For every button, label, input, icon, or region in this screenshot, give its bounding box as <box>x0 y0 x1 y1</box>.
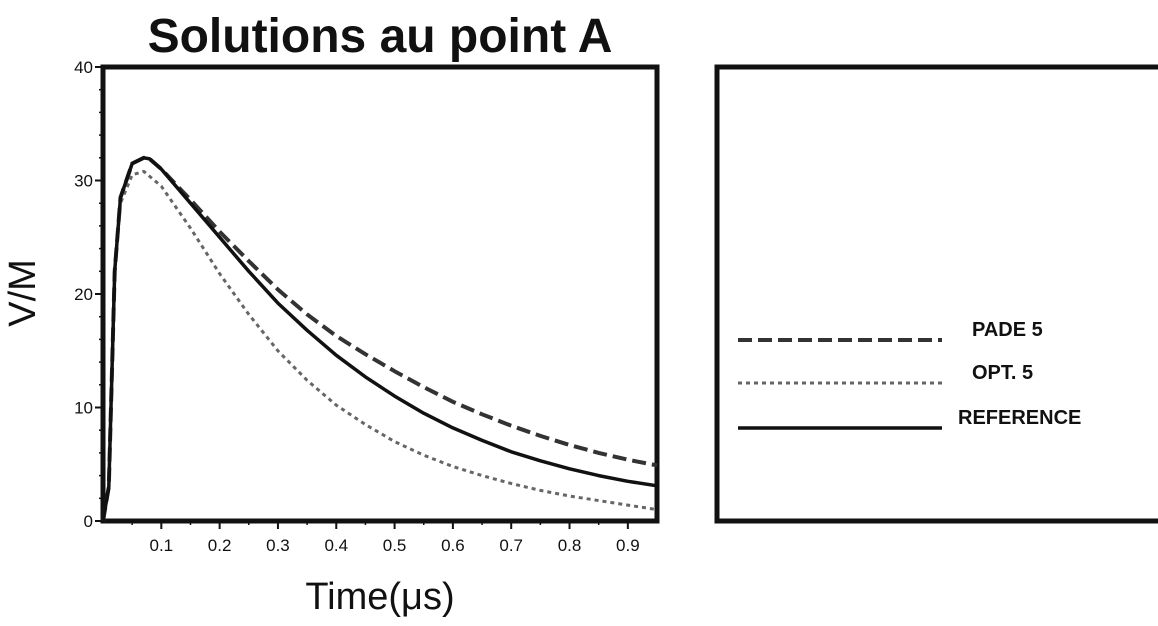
y-tick-label: 30 <box>74 172 93 191</box>
y-axis: 0 10 20 30 40 <box>74 58 103 531</box>
legend-label: REFERENCE <box>958 407 1081 429</box>
y-axis-label: V/M <box>2 259 44 327</box>
x-tick-label: 0.1 <box>149 536 173 555</box>
series-line-reference <box>101 156 658 522</box>
x-axis: 0.1 0.2 0.3 0.4 0.5 0.6 0.7 0.8 0.9 <box>131 521 640 555</box>
x-tick-label: 0.8 <box>558 536 582 555</box>
x-tick-label: 0.3 <box>266 536 290 555</box>
x-tick-label: 0.6 <box>441 536 465 555</box>
chart-title: Solutions au point A <box>148 10 613 63</box>
plot-area <box>101 155 658 522</box>
plot-frame <box>100 64 660 524</box>
legend-panel <box>714 64 1158 524</box>
x-tick-label: 0.4 <box>324 536 348 555</box>
legend-label: PADE 5 <box>972 319 1043 341</box>
y-tick-label: 10 <box>74 399 93 418</box>
y-tick-label: 40 <box>74 58 93 77</box>
x-tick-label: 0.9 <box>616 536 640 555</box>
y-tick-label: 0 <box>84 512 93 531</box>
x-tick-label: 0.5 <box>383 536 407 555</box>
x-axis-label: Time(μs) <box>305 576 454 618</box>
x-tick-label: 0.7 <box>499 536 523 555</box>
series-line-opt-5 <box>101 169 658 522</box>
y-tick-label: 20 <box>74 285 93 304</box>
x-tick-label: 0.2 <box>208 536 232 555</box>
legend-label: OPT. 5 <box>972 362 1033 384</box>
series-line-pade-5 <box>101 155 658 522</box>
legend: PADE 5 OPT. 5 REFERENCE <box>738 319 1081 430</box>
